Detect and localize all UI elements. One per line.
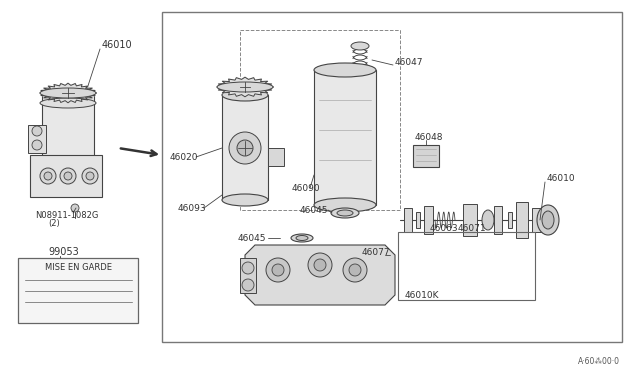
Polygon shape xyxy=(217,77,273,97)
Bar xyxy=(42,95,94,175)
Ellipse shape xyxy=(337,210,353,216)
Polygon shape xyxy=(245,245,395,305)
Bar xyxy=(424,206,433,234)
Ellipse shape xyxy=(351,42,369,50)
Ellipse shape xyxy=(537,205,559,235)
Text: MISE EN GARDE: MISE EN GARDE xyxy=(45,263,111,273)
Circle shape xyxy=(349,264,361,276)
Ellipse shape xyxy=(40,88,96,98)
Bar xyxy=(30,155,102,197)
Circle shape xyxy=(82,168,98,184)
Text: 46071: 46071 xyxy=(458,224,486,232)
Circle shape xyxy=(266,258,290,282)
Bar xyxy=(413,145,439,167)
Bar xyxy=(494,206,502,234)
Text: 99053: 99053 xyxy=(48,247,79,257)
Bar xyxy=(162,12,622,342)
Text: 46010: 46010 xyxy=(547,173,575,183)
Circle shape xyxy=(308,253,332,277)
Ellipse shape xyxy=(314,63,376,77)
Text: 46090: 46090 xyxy=(292,183,321,192)
Text: 46045: 46045 xyxy=(300,205,328,215)
Text: 46048: 46048 xyxy=(415,132,444,141)
Text: 46010K: 46010K xyxy=(405,291,440,299)
Circle shape xyxy=(242,262,254,274)
Text: N08911-1082G: N08911-1082G xyxy=(35,211,99,219)
Bar xyxy=(463,204,477,236)
Circle shape xyxy=(40,168,56,184)
Text: (2): (2) xyxy=(48,218,60,228)
Ellipse shape xyxy=(222,89,268,101)
Circle shape xyxy=(32,140,42,150)
Bar xyxy=(240,258,256,293)
Ellipse shape xyxy=(222,194,268,206)
Bar xyxy=(404,208,412,232)
Bar xyxy=(222,95,268,200)
Text: A·60⁂00·0: A·60⁂00·0 xyxy=(578,357,620,366)
Circle shape xyxy=(86,172,94,180)
Bar xyxy=(268,148,284,166)
Ellipse shape xyxy=(331,208,359,218)
Bar xyxy=(532,208,548,232)
Circle shape xyxy=(32,126,42,136)
Bar xyxy=(28,125,46,153)
Text: 46010: 46010 xyxy=(102,40,132,50)
Ellipse shape xyxy=(40,98,96,108)
Circle shape xyxy=(44,172,52,180)
Ellipse shape xyxy=(296,235,308,241)
Polygon shape xyxy=(40,83,96,103)
Text: 46077: 46077 xyxy=(362,247,390,257)
Ellipse shape xyxy=(542,211,554,229)
Text: 46093: 46093 xyxy=(178,203,207,212)
Bar xyxy=(398,232,535,300)
Circle shape xyxy=(314,259,326,271)
Text: 46063: 46063 xyxy=(430,224,459,232)
Circle shape xyxy=(237,140,253,156)
Circle shape xyxy=(71,204,79,212)
Ellipse shape xyxy=(217,82,273,92)
Text: 46047: 46047 xyxy=(395,58,424,67)
Circle shape xyxy=(64,172,72,180)
Ellipse shape xyxy=(482,210,494,230)
Circle shape xyxy=(272,264,284,276)
Bar xyxy=(18,258,138,323)
Ellipse shape xyxy=(314,198,376,212)
Ellipse shape xyxy=(291,234,313,242)
Bar xyxy=(416,212,420,228)
Ellipse shape xyxy=(353,75,367,81)
Circle shape xyxy=(343,258,367,282)
Bar xyxy=(240,30,400,210)
Bar xyxy=(508,212,512,228)
Bar xyxy=(314,70,376,205)
Circle shape xyxy=(229,132,261,164)
Text: 46045: 46045 xyxy=(238,234,266,243)
Bar xyxy=(516,202,528,238)
Text: 46020: 46020 xyxy=(170,153,198,161)
Circle shape xyxy=(242,279,254,291)
Circle shape xyxy=(60,168,76,184)
